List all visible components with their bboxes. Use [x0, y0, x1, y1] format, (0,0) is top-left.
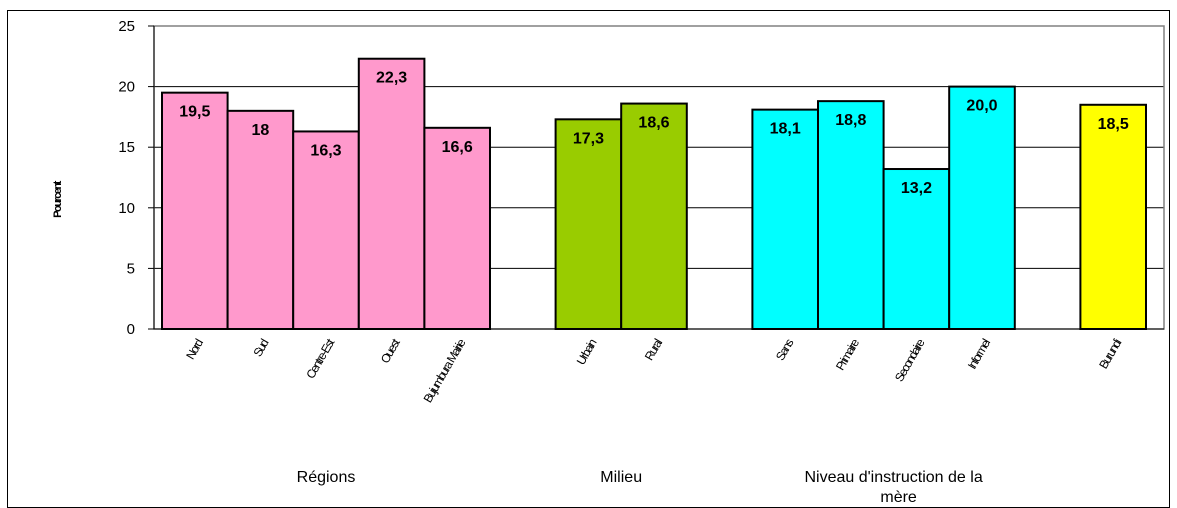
- bar: [554, 118, 623, 330]
- data-labels: 19,5 18 16,3 22,3 16,6 17,3 18,6 18,1 18,8 13,2 20…: [179, 70, 1129, 197]
- bar: [292, 130, 360, 330]
- data-label: 16,3: [310, 142, 341, 159]
- y-tick-label: 25: [118, 18, 135, 35]
- data-label: 22,3: [376, 70, 407, 87]
- bar: [948, 85, 1016, 330]
- category-label: Secondaire: [892, 336, 928, 384]
- data-label: 18,6: [638, 115, 669, 132]
- bar: [817, 100, 885, 330]
- category-labels: Nord Sud Centre-Est Ouest Bujumbura Mairie Ur…: [183, 336, 1124, 406]
- y-tick-label: 20: [118, 79, 135, 96]
- group-label: Milieu: [600, 469, 642, 486]
- category-label: Sans: [773, 336, 797, 363]
- data-label: 18,5: [1098, 116, 1129, 133]
- data-label: 20,0: [966, 98, 997, 115]
- y-ticks: 0 5 10 15 20 25: [118, 18, 154, 338]
- group-label: mère: [880, 489, 917, 506]
- category-label: Centre-Est: [303, 336, 337, 382]
- data-label: 18: [252, 122, 270, 139]
- y-tick-label: 5: [127, 260, 135, 277]
- bar: [423, 126, 491, 330]
- bar: [357, 57, 426, 330]
- data-label: 17,3: [573, 130, 604, 147]
- category-label: Sud: [250, 337, 271, 359]
- data-label: 16,6: [442, 139, 473, 156]
- category-label: Burundi: [1096, 337, 1124, 371]
- y-tick-label: 15: [118, 139, 135, 156]
- y-axis-title: Pourcent: [52, 180, 64, 218]
- group-label: Régions: [297, 469, 356, 486]
- bar: [161, 91, 229, 330]
- data-label: 19,5: [179, 104, 210, 121]
- category-label: Informel: [965, 337, 993, 372]
- y-tick-label: 0: [127, 321, 135, 338]
- group-labels: Régions Milieu Niveau d'instruction de la m…: [297, 469, 983, 506]
- bar: [226, 109, 295, 330]
- bars: [161, 57, 1148, 331]
- data-label: 18,1: [770, 121, 801, 138]
- y-tick-label: 10: [118, 200, 135, 217]
- group-label: Niveau d'instruction de la: [804, 469, 982, 486]
- data-label: 18,8: [835, 112, 866, 129]
- category-label: Primaire: [833, 336, 862, 373]
- category-label: Urbain: [574, 337, 600, 368]
- category-label: Rural: [642, 337, 665, 363]
- category-label: Nord: [183, 337, 206, 362]
- bar: [620, 102, 688, 331]
- bar: [751, 108, 820, 330]
- bar: [1079, 103, 1148, 330]
- category-label: Ouest: [378, 336, 403, 366]
- data-label: 13,2: [901, 180, 932, 197]
- category-label: Bujumbura Mairie: [421, 336, 469, 405]
